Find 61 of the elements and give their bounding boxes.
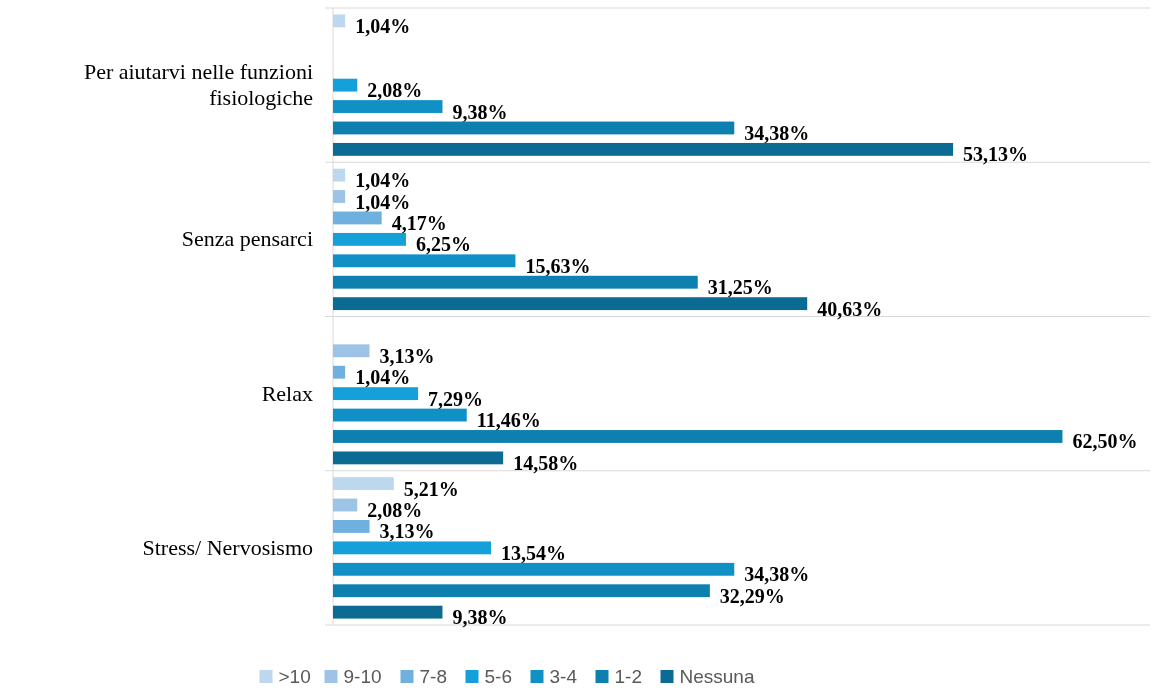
y-tick-label: Stress/ Nervosismo (142, 534, 313, 560)
bar (333, 232, 406, 246)
legend-label: 9-10 (343, 666, 382, 687)
data-label: 9,38% (452, 606, 508, 629)
bar (333, 190, 346, 203)
data-label: 1,04% (355, 14, 411, 37)
legend-label: 3-4 (549, 666, 578, 687)
data-label: 5,21% (403, 477, 459, 500)
bar (333, 297, 808, 311)
bar (333, 430, 1063, 443)
data-label: 31,25% (707, 276, 773, 299)
data-label: 1,04% (355, 169, 411, 192)
bar (333, 142, 954, 156)
data-label: 15,63% (525, 254, 591, 277)
bar (333, 541, 492, 555)
bar (333, 121, 735, 135)
legend-label: 5-6 (484, 666, 512, 687)
bar (333, 168, 346, 182)
y-tick-label: Senza pensarci (181, 226, 313, 252)
data-label: 2,08% (367, 79, 423, 102)
data-label: 7,29% (428, 387, 484, 410)
data-label: 53,13% (963, 143, 1029, 166)
bar (333, 275, 698, 289)
y-tick-label: Relax (261, 380, 313, 406)
bar (333, 344, 370, 358)
data-label: 34,38% (744, 121, 810, 144)
data-label: 3,13% (379, 520, 435, 543)
bar (333, 100, 443, 113)
bar (333, 408, 467, 422)
data-label: 34,38% (744, 563, 810, 586)
data-label: 6,25% (415, 233, 471, 256)
data-label: 4,17% (391, 211, 447, 234)
legend-label: 7-8 (419, 666, 447, 687)
data-label: 2,08% (367, 499, 423, 522)
legend-label: >10 (278, 666, 311, 687)
bar (333, 562, 735, 576)
data-label: 62,50% (1072, 430, 1138, 453)
bar (333, 387, 419, 401)
data-label: 13,54% (501, 541, 567, 564)
legend-label: Nessuna (679, 666, 755, 687)
data-label: 40,63% (817, 297, 883, 320)
bar (333, 451, 504, 465)
data-label: 1,04% (355, 190, 411, 213)
data-label: 14,58% (513, 451, 579, 474)
bar (333, 605, 443, 619)
bar (333, 365, 346, 379)
data-label: 11,46% (476, 409, 541, 432)
bar (333, 211, 382, 225)
bar (333, 520, 370, 533)
bar (333, 477, 394, 491)
bar (333, 498, 358, 512)
bar (333, 584, 710, 598)
y-tick-label: Per aiutarvi nelle funzioni fisiologiche (83, 59, 313, 111)
bar (333, 78, 358, 92)
bar (333, 254, 516, 268)
data-label: 1,04% (355, 366, 411, 389)
bar (333, 14, 346, 28)
data-label: 32,29% (719, 584, 785, 607)
data-label: 3,13% (379, 344, 435, 367)
legend-label: 1-2 (614, 666, 642, 687)
data-label: 9,38% (452, 100, 508, 123)
